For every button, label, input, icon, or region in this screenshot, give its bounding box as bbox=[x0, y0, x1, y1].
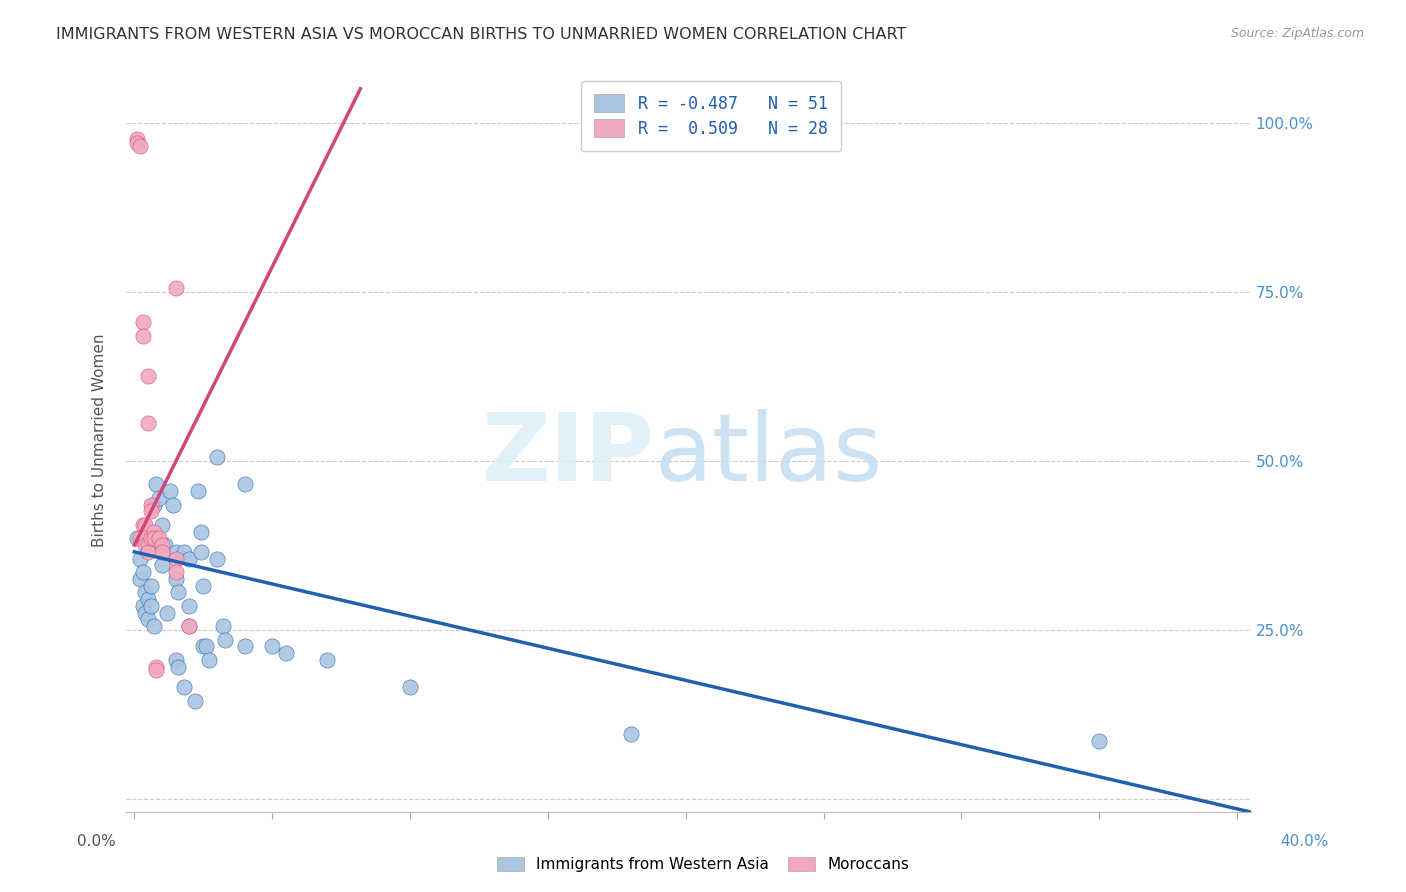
Point bbox=[136, 538, 159, 552]
Point bbox=[173, 545, 195, 559]
Point bbox=[162, 498, 184, 512]
Point bbox=[142, 619, 165, 633]
Text: Source: ZipAtlas.com: Source: ZipAtlas.com bbox=[1230, 27, 1364, 40]
Point bbox=[139, 599, 162, 613]
Point bbox=[145, 477, 167, 491]
Point bbox=[134, 606, 156, 620]
Legend: Immigrants from Western Asia, Moroccans: Immigrants from Western Asia, Moroccans bbox=[489, 849, 917, 880]
Point bbox=[195, 640, 218, 654]
Point bbox=[127, 136, 149, 150]
Point bbox=[211, 619, 233, 633]
Point bbox=[179, 551, 201, 566]
Point bbox=[150, 558, 173, 573]
Point bbox=[205, 450, 228, 465]
Point bbox=[159, 483, 181, 498]
Point bbox=[127, 132, 149, 146]
Point bbox=[131, 599, 153, 613]
Point bbox=[190, 524, 212, 539]
Text: atlas: atlas bbox=[655, 409, 883, 501]
Y-axis label: Births to Unmarried Women: Births to Unmarried Women bbox=[93, 334, 107, 547]
Point bbox=[148, 531, 170, 545]
Point bbox=[145, 659, 167, 673]
Point bbox=[136, 545, 159, 559]
Point bbox=[131, 315, 153, 329]
Point bbox=[179, 599, 201, 613]
Point bbox=[136, 612, 159, 626]
Point bbox=[136, 369, 159, 384]
Point bbox=[139, 504, 162, 518]
Point bbox=[165, 653, 187, 667]
Point bbox=[187, 483, 209, 498]
Point bbox=[145, 663, 167, 677]
Point bbox=[128, 551, 150, 566]
Point bbox=[165, 572, 187, 586]
Point bbox=[150, 517, 173, 532]
Point bbox=[156, 606, 179, 620]
Point bbox=[165, 565, 187, 579]
Point bbox=[165, 545, 187, 559]
Point bbox=[197, 653, 219, 667]
Point bbox=[1088, 734, 1111, 748]
Point bbox=[128, 139, 150, 153]
Point bbox=[179, 619, 201, 633]
Point bbox=[193, 579, 215, 593]
Point bbox=[139, 531, 162, 545]
Point bbox=[134, 585, 156, 599]
Point bbox=[619, 727, 641, 741]
Point bbox=[262, 640, 284, 654]
Point bbox=[139, 579, 162, 593]
Point bbox=[193, 640, 215, 654]
Text: 40.0%: 40.0% bbox=[1281, 834, 1329, 848]
Point bbox=[131, 565, 153, 579]
Point bbox=[233, 477, 256, 491]
Point bbox=[134, 538, 156, 552]
Point bbox=[142, 531, 165, 545]
Point bbox=[233, 640, 256, 654]
Text: ZIP: ZIP bbox=[482, 409, 655, 501]
Legend: R = -0.487   N = 51, R =  0.509   N = 28: R = -0.487 N = 51, R = 0.509 N = 28 bbox=[581, 80, 841, 152]
Point bbox=[148, 491, 170, 505]
Point bbox=[136, 417, 159, 431]
Point bbox=[131, 517, 153, 532]
Point bbox=[316, 653, 339, 667]
Text: IMMIGRANTS FROM WESTERN ASIA VS MOROCCAN BIRTHS TO UNMARRIED WOMEN CORRELATION C: IMMIGRANTS FROM WESTERN ASIA VS MOROCCAN… bbox=[56, 27, 907, 42]
Point bbox=[139, 498, 162, 512]
Point bbox=[165, 551, 187, 566]
Point bbox=[128, 572, 150, 586]
Point bbox=[136, 592, 159, 607]
Point bbox=[134, 517, 156, 532]
Point bbox=[274, 646, 297, 660]
Point bbox=[179, 619, 201, 633]
Point bbox=[214, 632, 236, 647]
Point bbox=[131, 328, 153, 343]
Point bbox=[165, 281, 187, 295]
Text: 0.0%: 0.0% bbox=[77, 834, 117, 848]
Point bbox=[190, 545, 212, 559]
Point bbox=[128, 531, 150, 545]
Point bbox=[150, 545, 173, 559]
Point bbox=[134, 531, 156, 545]
Point bbox=[142, 498, 165, 512]
Point bbox=[205, 551, 228, 566]
Point bbox=[184, 693, 207, 707]
Point bbox=[167, 585, 190, 599]
Point bbox=[153, 538, 176, 552]
Point bbox=[127, 531, 149, 545]
Point bbox=[150, 538, 173, 552]
Point bbox=[399, 680, 422, 694]
Point bbox=[167, 659, 190, 673]
Point bbox=[142, 524, 165, 539]
Point bbox=[173, 680, 195, 694]
